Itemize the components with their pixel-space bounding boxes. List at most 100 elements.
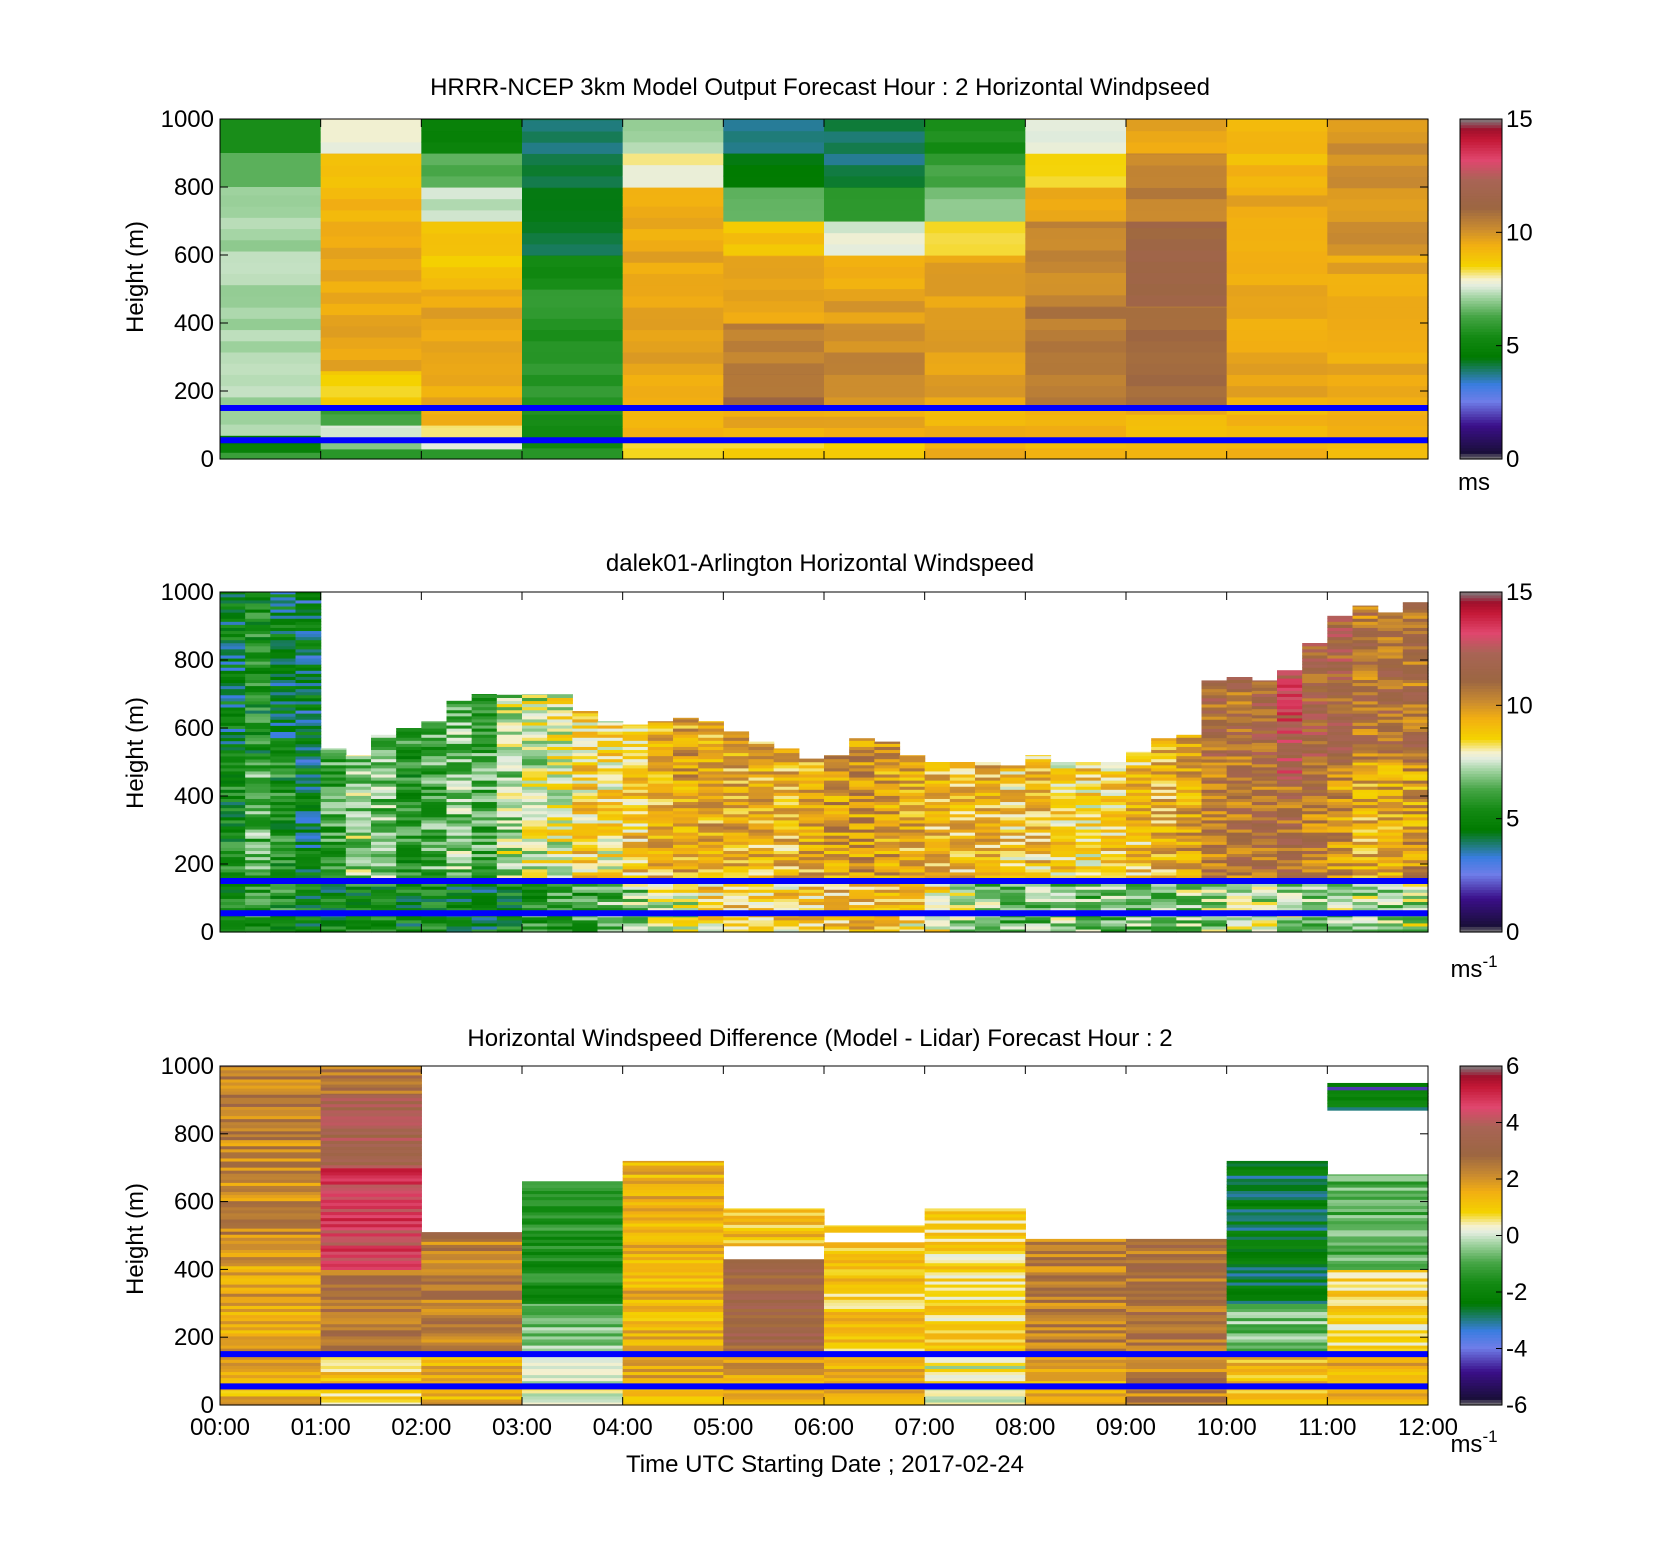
- lidar-cell: [899, 816, 926, 821]
- lidar-cell: [446, 847, 473, 851]
- lidar-cell: [1251, 816, 1278, 821]
- difference-cell: [824, 1398, 926, 1403]
- lidar-cell: [1201, 722, 1228, 726]
- lidar-cell: [496, 718, 523, 723]
- lidar-cell: [949, 874, 976, 879]
- lidar-cell: [1352, 874, 1379, 879]
- lidar-cell: [295, 651, 322, 656]
- lidar-cell: [975, 762, 1001, 766]
- difference-cell: [924, 1247, 1026, 1252]
- lidar-cell: [1402, 615, 1429, 619]
- lidar-cell: [270, 892, 297, 896]
- model-cell: [220, 217, 322, 230]
- difference-cell: [924, 1368, 1026, 1373]
- lidar-cell: [1327, 901, 1354, 906]
- lidar-cell: [270, 639, 297, 644]
- lidar-cell: [798, 761, 825, 766]
- lidar-cell: [975, 844, 1001, 848]
- lidar-cell: [270, 703, 297, 708]
- lidar-cell: [1277, 792, 1303, 796]
- lidar-cell: [547, 916, 573, 921]
- lidar-cell: [975, 819, 1001, 824]
- model-cell: [220, 262, 322, 274]
- lidar-cell: [1302, 819, 1328, 824]
- lidar-cell: [698, 838, 724, 842]
- lidar-cell: [245, 853, 271, 858]
- lidar-cell: [1226, 898, 1253, 902]
- lidar-cell: [295, 925, 322, 930]
- lidar-cell: [748, 828, 775, 833]
- lidar-cell: [622, 871, 649, 876]
- lidar-cell: [698, 721, 724, 723]
- lidar-cell: [1402, 697, 1429, 702]
- lidar-cell: [1352, 737, 1379, 742]
- lidar-cell: [522, 694, 548, 695]
- lidar-cell: [1000, 786, 1026, 790]
- lidar-cell: [1126, 922, 1152, 927]
- lidar-cell: [1327, 819, 1354, 824]
- lidar-cell: [220, 749, 246, 754]
- difference-cell: [421, 1283, 523, 1288]
- difference-cell: [723, 1345, 825, 1349]
- lidar-cell: [824, 847, 850, 851]
- lidar-cell: [748, 822, 775, 827]
- lidar-cell: [320, 841, 347, 845]
- lidar-cell: [622, 886, 649, 890]
- lidar-cell: [1126, 868, 1152, 873]
- lidar-cell: [320, 813, 347, 818]
- lidar-cell: [1352, 731, 1379, 736]
- lidar-cell: [1327, 883, 1354, 887]
- lidar-cell: [345, 841, 372, 845]
- lidar-cell: [295, 752, 322, 757]
- model-cell: [622, 318, 724, 331]
- lidar-cell: [245, 645, 271, 650]
- model-colorbar-swatch: [1460, 221, 1502, 225]
- lidar-cell: [824, 786, 850, 790]
- lidar-cell: [874, 792, 901, 796]
- lidar-cell: [1201, 886, 1228, 890]
- lidar-cell: [1000, 825, 1026, 830]
- lidar-cell: [1251, 780, 1278, 784]
- model-cell: [1226, 385, 1328, 398]
- lidar-cell: [1176, 832, 1203, 836]
- lidar-cell: [496, 694, 523, 695]
- lidar-cell: [572, 734, 599, 738]
- lidar-cell: [1251, 838, 1278, 842]
- lidar-cell: [1377, 874, 1404, 879]
- difference-cell: [723, 1380, 825, 1385]
- lidar-cell: [572, 825, 599, 830]
- lidar-cell: [748, 874, 775, 879]
- lidar-cell: [1377, 728, 1404, 732]
- lidar-cell: [1201, 907, 1228, 912]
- lidar-cell: [220, 928, 246, 933]
- lidar-cell: [295, 856, 322, 861]
- lidar-cell: [1352, 904, 1379, 909]
- lidar-cell: [773, 825, 800, 830]
- lidar-cell: [220, 804, 246, 809]
- lidar-cell: [320, 922, 347, 927]
- lidar-cell: [949, 919, 976, 924]
- lidar-cell: [874, 850, 901, 855]
- lidar-cell: [1201, 832, 1228, 836]
- lidar-cell: [1377, 688, 1404, 693]
- lidar-cell: [522, 776, 548, 781]
- lidar-cell: [471, 886, 498, 890]
- lidar-cell: [1352, 838, 1379, 842]
- lidar-cell: [220, 907, 246, 912]
- lidar-cell: [723, 922, 750, 927]
- difference-cell: [824, 1374, 926, 1379]
- difference-cell: [723, 1227, 825, 1232]
- lidar-cell: [1100, 841, 1127, 845]
- lidar-cell: [421, 770, 448, 775]
- lidar-cell: [1302, 816, 1328, 821]
- difference-cell: [522, 1374, 624, 1379]
- lidar-cell: [673, 721, 699, 726]
- lidar-cell: [1251, 874, 1278, 879]
- lidar-cell: [522, 755, 548, 760]
- lidar-cell: [723, 819, 750, 824]
- lidar-cell: [975, 783, 1001, 787]
- lidar-cell: [446, 773, 473, 778]
- lidar-cell: [1050, 928, 1077, 933]
- lidar-cell: [899, 810, 926, 815]
- lidar-cell: [1226, 722, 1253, 726]
